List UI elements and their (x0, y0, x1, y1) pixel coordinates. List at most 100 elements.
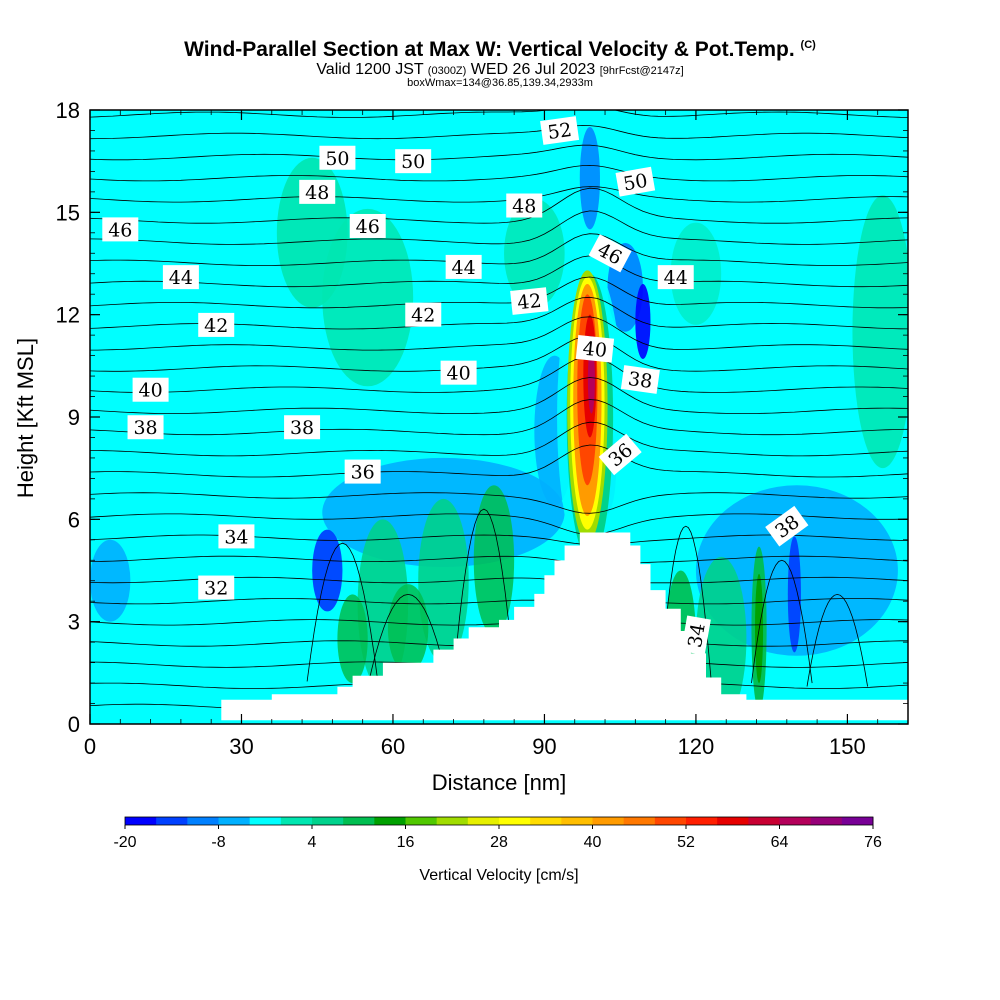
w-field-region (787, 536, 801, 653)
colorbar-swatch (530, 817, 562, 825)
theta-contour-label: 42 (405, 302, 442, 327)
w-field-region (670, 222, 722, 325)
y-tick-label: 0 (68, 712, 80, 737)
y-tick-label: 12 (56, 303, 80, 328)
colorbar-swatch (499, 817, 531, 825)
theta-contour-line (90, 356, 908, 393)
theta-contour-label: 38 (127, 415, 164, 440)
colorbar-swatch (654, 817, 687, 825)
w-field-region (90, 539, 131, 622)
w-field-region (387, 584, 429, 673)
theta-contour-line (90, 513, 908, 536)
theta-label-text: 48 (305, 182, 329, 204)
theta-label-box (445, 254, 482, 279)
chart-subtitle: Valid 1200 JST (0300Z) WED 26 Jul 2023 [… (316, 61, 684, 78)
theta-label-text: 48 (512, 196, 536, 218)
theta-contour-line (90, 444, 908, 478)
chart-subtitle-2: boxWmax=134@36.85,139.34,2933m (407, 77, 593, 89)
theta-label-box (506, 193, 543, 218)
terrain-mask (221, 532, 909, 721)
theta-label-box (198, 575, 235, 600)
theta-label-text: 36 (351, 462, 375, 484)
theta-label-text: 40 (582, 338, 608, 362)
theta-contour-line (367, 593, 449, 687)
theta-label-box (680, 615, 711, 656)
theta-label-text: 34 (224, 526, 248, 548)
x-axis-label: Distance [nm] (432, 770, 567, 795)
w-field-region (473, 485, 515, 636)
theta-label-text: 50 (622, 170, 650, 196)
theta-label-box (510, 287, 549, 315)
theta-label-box (598, 433, 642, 476)
theta-label-box (395, 149, 432, 174)
theta-contour-label: 48 (506, 193, 543, 218)
theta-contour-line (751, 559, 813, 684)
theta-contour-label: 44 (162, 265, 199, 290)
theta-contour-line (90, 276, 908, 309)
theta-contour-line (90, 421, 908, 457)
colorbar-tick-label: -20 (113, 834, 136, 851)
theta-label-box (132, 377, 169, 402)
theta-label-box (657, 265, 694, 290)
colorbar-swatch (717, 817, 749, 825)
w-field-region (635, 283, 651, 360)
theta-label-box (127, 415, 164, 440)
colorbar-swatch (218, 817, 251, 825)
theta-contour-label: 40 (440, 360, 477, 385)
theta-contour-label: 42 (510, 287, 549, 315)
theta-contour-line (90, 210, 908, 245)
w-field-region (587, 345, 595, 414)
theta-contour-label: 46 (349, 213, 386, 238)
theta-label-text: 44 (452, 257, 476, 279)
y-tick-label: 15 (56, 200, 80, 225)
colorbar-tick-label: 76 (864, 834, 882, 851)
colorbar-swatch (810, 817, 843, 825)
theta-contour-line (306, 542, 379, 682)
theta-contour-line (90, 399, 908, 436)
w-field-region (852, 195, 908, 469)
theta-contour-line (660, 525, 712, 680)
colorbar-swatch (748, 817, 780, 825)
colorbar-tick-label: 52 (677, 834, 695, 851)
theta-label-text: 32 (204, 578, 228, 600)
theta-label-box (344, 459, 381, 484)
x-tick-label: 90 (532, 734, 556, 759)
w-field-region (418, 498, 469, 663)
colorbar-label: Vertical Velocity [cm/s] (419, 867, 578, 884)
theta-contour-label: 52 (540, 116, 580, 145)
theta-label-text: 52 (546, 119, 573, 144)
theta-label-box (405, 302, 442, 327)
colorbar-tick-label: 16 (397, 834, 415, 851)
colorbar-swatch (467, 817, 500, 825)
chart-title: Wind-Parallel Section at Max W: Vertical… (184, 38, 816, 61)
x-tick-label: 150 (829, 734, 866, 759)
theta-contour-line (90, 598, 908, 605)
theta-label-text: 50 (325, 148, 349, 170)
theta-label-box (620, 365, 660, 394)
theta-contour-label: 36 (344, 459, 381, 484)
y-axis-label: Height [Kft MSL] (13, 338, 38, 498)
theta-contour-label: 50 (395, 149, 432, 174)
theta-label-box (198, 312, 235, 337)
theta-label-box (162, 265, 199, 290)
theta-contour-line (90, 125, 908, 140)
colorbar-swatch (343, 817, 375, 825)
colorbar-swatch (187, 817, 219, 825)
theta-contour-line (90, 164, 908, 182)
theta-contour-line (90, 144, 908, 161)
theta-label-text: 42 (516, 290, 542, 314)
theta-label-box (575, 334, 615, 363)
x-tick-label: 60 (381, 734, 405, 759)
w-field-region (337, 594, 368, 684)
colorbar-swatch (249, 817, 282, 825)
theta-contour-line (806, 593, 868, 687)
colorbar-swatch (561, 817, 593, 825)
theta-label-box (540, 116, 580, 145)
theta-label-text: 42 (411, 305, 435, 327)
x-tick-label: 0 (84, 734, 96, 759)
theta-label-text: 50 (401, 151, 425, 173)
theta-contour-line (90, 555, 908, 566)
colorbar-swatch (436, 817, 469, 825)
theta-contour-line (90, 492, 908, 514)
